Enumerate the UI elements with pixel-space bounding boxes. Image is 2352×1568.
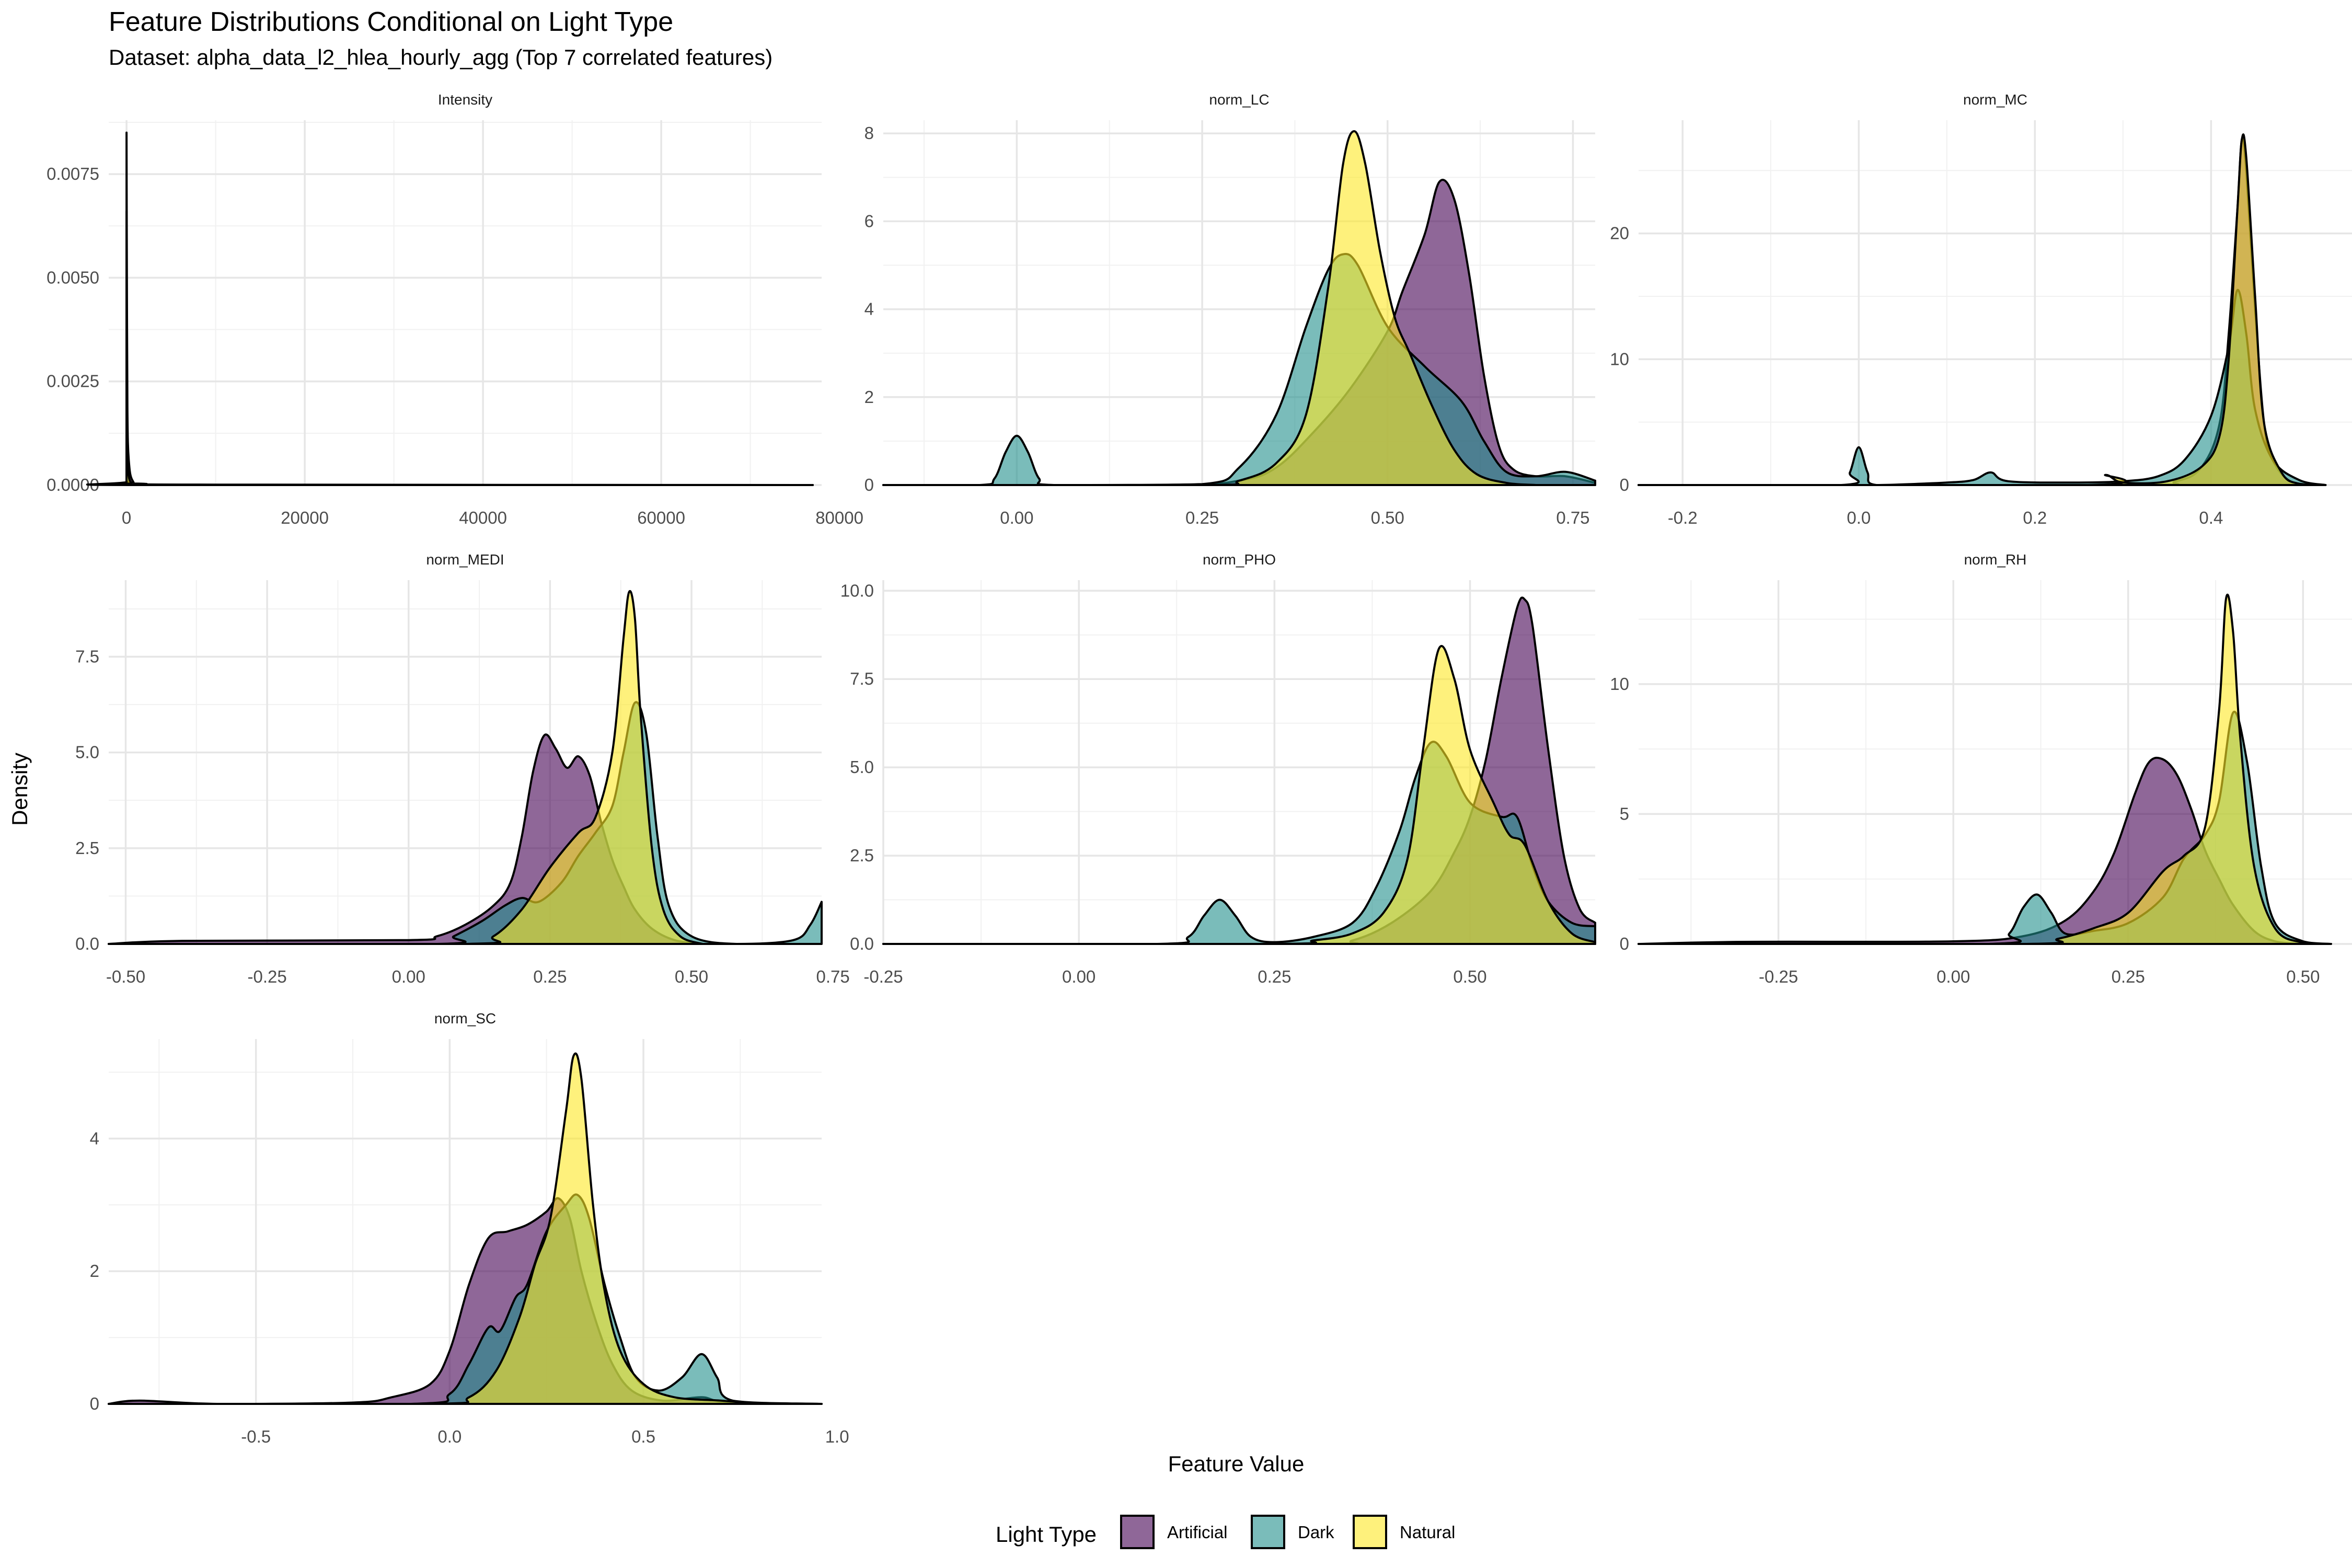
density-dark — [883, 254, 1595, 485]
x-tick-label: 0.50 — [675, 967, 708, 986]
facet-norm_MC: norm_MC -0.2 0.0 0.2 0.4 0 10 20 — [1610, 91, 2352, 527]
density-artificial — [883, 180, 1595, 485]
y-tick-label: 7.5 — [75, 647, 99, 666]
legend-swatch-artificial — [1121, 1516, 1154, 1548]
x-tick-label: 0.5 — [631, 1427, 655, 1446]
density-natural — [109, 1054, 759, 1404]
x-tick-label: 0 — [122, 508, 131, 527]
y-tick-label: 0.0 — [850, 934, 874, 953]
y-tick-label: 2.5 — [850, 846, 874, 865]
y-tick-label: 2 — [90, 1261, 99, 1281]
x-tick-label: 0.0 — [437, 1427, 462, 1446]
y-tick-label: 10 — [1610, 349, 1629, 368]
y-tick-label: 0.0 — [75, 934, 99, 953]
x-tick-label: 0.25 — [1258, 967, 1291, 986]
legend-label-dark: Dark — [1298, 1523, 1334, 1542]
x-tick-label: 0.75 — [1556, 508, 1589, 527]
x-tick-label: 0.50 — [1453, 967, 1486, 986]
facet-strip-label: norm_MEDI — [426, 551, 504, 568]
y-axis-label: Density — [7, 753, 32, 826]
y-tick-label: 4 — [90, 1128, 99, 1148]
density-dark — [87, 212, 813, 486]
y-tick-label: 0 — [864, 475, 874, 494]
x-tick-label: 40000 — [459, 508, 507, 527]
y-tick-label: 8 — [864, 123, 874, 143]
y-tick-label: 0 — [90, 1394, 99, 1413]
x-tick-label: 0.25 — [2112, 967, 2145, 986]
x-tick-label: 0.50 — [2286, 967, 2320, 986]
x-tick-label: -0.25 — [248, 967, 287, 986]
density-dark — [109, 702, 822, 944]
density-natural — [883, 646, 1595, 944]
legend-swatch-natural — [1354, 1516, 1386, 1548]
y-tick-label: 5 — [1620, 804, 1629, 823]
facet-norm_PHO: norm_PHO -0.25 0.00 0.25 0.50 0.0 2.5 5.0 7.5 10.… — [840, 551, 1595, 986]
legend: Light Type Artificial Dark Natural — [996, 1516, 1455, 1548]
y-tick-label: 6 — [864, 211, 874, 230]
y-tick-label: 7.5 — [850, 669, 874, 688]
legend-swatch-dark — [1252, 1516, 1284, 1548]
x-tick-label: 0.00 — [1062, 967, 1096, 986]
x-tick-label: 0.2 — [2023, 508, 2047, 527]
x-tick-label: 60000 — [637, 508, 685, 527]
x-tick-label: -0.25 — [1759, 967, 1798, 986]
y-tick-label: 0 — [1620, 934, 1629, 953]
x-tick-label: 20000 — [281, 508, 329, 527]
density-natural — [1639, 595, 2331, 944]
y-tick-label: 0 — [1620, 475, 1629, 494]
x-tick-label: 0.25 — [1185, 508, 1219, 527]
x-tick-label: 0.25 — [533, 967, 567, 986]
y-tick-label: 5.0 — [75, 743, 99, 762]
y-tick-label: 20 — [1610, 224, 1629, 243]
y-tick-label: 10 — [1610, 674, 1629, 694]
x-tick-label: 80000 — [815, 508, 863, 527]
legend-title: Light Type — [996, 1522, 1097, 1547]
x-tick-label: -0.25 — [863, 967, 903, 986]
y-tick-label: 0.0075 — [47, 164, 99, 183]
facet-norm_RH: norm_RH -0.25 0.00 0.25 0.50 0 5 10 — [1610, 551, 2352, 986]
y-tick-label: 0.0050 — [47, 268, 99, 287]
facet-strip-label: norm_SC — [434, 1010, 496, 1027]
facet-strip-label: norm_RH — [1964, 551, 2027, 568]
density-natural — [109, 591, 703, 944]
density-artificial — [126, 133, 813, 485]
facet-norm_LC: norm_LC 0.00 0.25 0.50 0.75 0 2 4 6 8 — [864, 91, 1595, 527]
facet-norm_MEDI: norm_MEDI -0.50 -0.25 0.00 0.25 0.50 0.75 0.0 2.… — [75, 551, 850, 986]
legend-label-natural: Natural — [1400, 1523, 1455, 1542]
density-natural — [1639, 134, 2325, 485]
x-tick-label: 0.4 — [2199, 508, 2223, 527]
y-tick-label: 5.0 — [850, 757, 874, 777]
x-tick-label: 0.00 — [392, 967, 425, 986]
x-axis-label: Feature Value — [1168, 1451, 1305, 1476]
facet-strip-label: norm_LC — [1209, 91, 1269, 108]
x-tick-label: 0.75 — [816, 967, 850, 986]
facet-strip-label: Intensity — [438, 91, 492, 108]
y-tick-label: 0.0025 — [47, 372, 99, 391]
x-tick-label: 0.00 — [1000, 508, 1033, 527]
facet-strip-label: norm_PHO — [1203, 551, 1276, 568]
y-tick-label: 10.0 — [840, 581, 874, 600]
density-natural — [91, 435, 813, 485]
x-tick-label: 0.00 — [1936, 967, 1970, 986]
x-tick-label: 0.0 — [1847, 508, 1871, 527]
x-tick-label: -0.2 — [1668, 508, 1698, 527]
x-tick-label: -0.5 — [241, 1427, 271, 1446]
facet-strip-label: norm_MC — [1963, 91, 2027, 108]
x-tick-label: 0.50 — [1371, 508, 1404, 527]
x-tick-label: 1.0 — [825, 1427, 849, 1446]
y-tick-label: 2.5 — [75, 838, 99, 858]
y-tick-label: 4 — [864, 299, 874, 319]
y-tick-label: 2 — [864, 387, 874, 407]
legend-label-artificial: Artificial — [1167, 1523, 1228, 1542]
x-tick-label: -0.50 — [106, 967, 145, 986]
facet-norm_SC: norm_SC -0.5 0.0 0.5 1.0 0 2 4 — [90, 1010, 849, 1446]
